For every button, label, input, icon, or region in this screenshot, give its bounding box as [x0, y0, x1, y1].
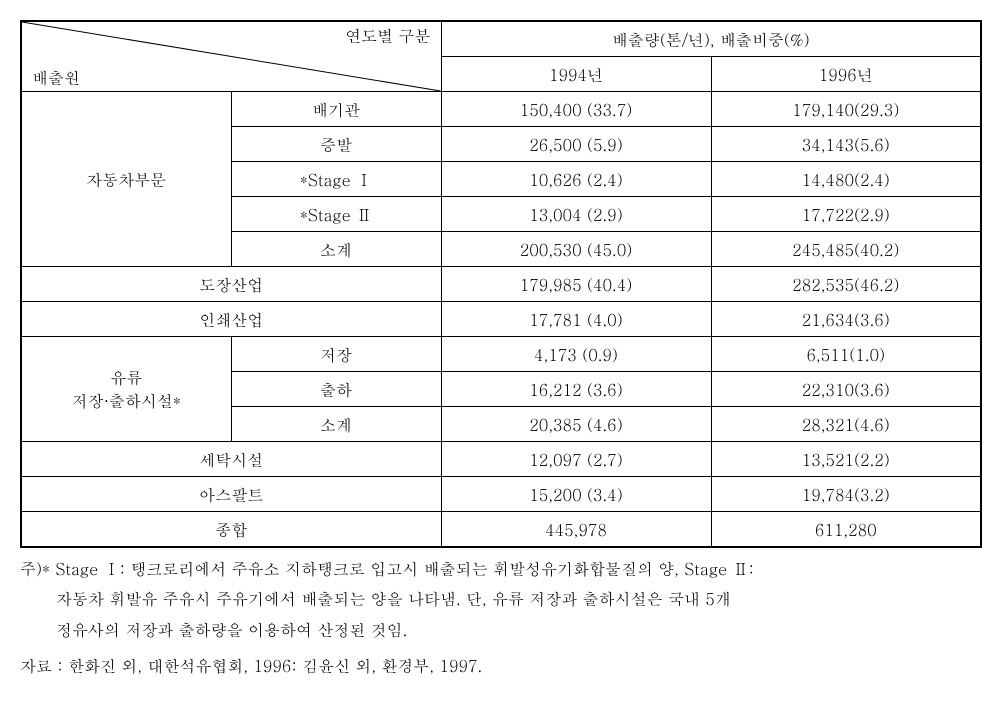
- table-row: 아스팔트 15,200 (3.4) 19,784(3.2): [21, 477, 981, 512]
- footnote-line3: 정유사의 저장과 출하량을 이용하여 산정된 것임.: [20, 615, 980, 645]
- cell-1996: 611,280: [711, 512, 981, 548]
- cell-1994: 10,626 (2.4): [441, 162, 711, 197]
- cell-1996: 282,535(46.2): [711, 267, 981, 302]
- row-label: 종합: [21, 512, 441, 548]
- footnote-block: 주)* Stage Ⅰ: 탱크로리에서 주유소 지하탱크로 입고시 배출되는 휘…: [20, 554, 980, 682]
- footnote-source: 자료 : 한화진 외, 대한석유협회, 1996: 김윤신 외, 환경부, 19…: [20, 654, 482, 677]
- footnote-line2: 자동차 휘발유 주유시 주유기에서 배출되는 양을 나타냄. 단, 유류 저장과…: [20, 584, 980, 614]
- cell-1994: 20,385 (4.6): [441, 407, 711, 442]
- row-label: 도장산업: [21, 267, 441, 302]
- cell-1994: 4,173 (0.9): [441, 337, 711, 372]
- row-label: 출하: [231, 372, 441, 407]
- cell-1994: 179,985 (40.4): [441, 267, 711, 302]
- cell-1996: 14,480(2.4): [711, 162, 981, 197]
- group-label-oil: 유류 저장·출하시설*: [21, 337, 231, 442]
- cell-1996: 21,634(3.6): [711, 302, 981, 337]
- header-year-label: 연도별 구분: [345, 24, 430, 47]
- header-diagonal-cell: 연도별 구분 배출원: [21, 21, 441, 92]
- table-row: 종합 445,978 611,280: [21, 512, 981, 548]
- cell-1994: 17,781 (4.0): [441, 302, 711, 337]
- header-1994: 1994년: [441, 57, 711, 92]
- cell-1994: 445,978: [441, 512, 711, 548]
- cell-1996: 245,485(40.2): [711, 232, 981, 267]
- header-1996: 1996년: [711, 57, 981, 92]
- table-row: 유류 저장·출하시설* 저장 4,173 (0.9) 6,511(1.0): [21, 337, 981, 372]
- row-label: 소계: [231, 232, 441, 267]
- header-emissions-group: 배출량(톤/년), 배출비중(%): [441, 21, 981, 57]
- row-label: 증발: [231, 127, 441, 162]
- cell-1996: 28,321(4.6): [711, 407, 981, 442]
- table-row: 인쇄산업 17,781 (4.0) 21,634(3.6): [21, 302, 981, 337]
- cell-1994: 26,500 (5.9): [441, 127, 711, 162]
- row-label: 아스팔트: [21, 477, 441, 512]
- cell-1996: 22,310(3.6): [711, 372, 981, 407]
- emissions-table: 연도별 구분 배출원 배출량(톤/년), 배출비중(%) 1994년 1996년…: [20, 20, 982, 548]
- cell-1994: 13,004 (2.9): [441, 197, 711, 232]
- oil-label-line1: 유류: [110, 366, 142, 389]
- cell-1996: 17,722(2.9): [711, 197, 981, 232]
- cell-1996: 6,511(1.0): [711, 337, 981, 372]
- cell-1994: 150,400 (33.7): [441, 92, 711, 127]
- row-label: 저장: [231, 337, 441, 372]
- oil-label-line2: 저장·출하시설*: [72, 389, 181, 412]
- cell-1994: 15,200 (3.4): [441, 477, 711, 512]
- header-source-label: 배출원: [32, 66, 80, 89]
- row-label: 인쇄산업: [21, 302, 441, 337]
- cell-1994: 12,097 (2.7): [441, 442, 711, 477]
- cell-1996: 179,140(29.3): [711, 92, 981, 127]
- row-label: 세탁시설: [21, 442, 441, 477]
- table-row: 자동차부문 배기관 150,400 (33.7) 179,140(29.3): [21, 92, 981, 127]
- cell-1996: 34,143(5.6): [711, 127, 981, 162]
- table-row: 세탁시설 12,097 (2.7) 13,521(2.2): [21, 442, 981, 477]
- cell-1996: 13,521(2.2): [711, 442, 981, 477]
- cell-1994: 16,212 (3.6): [441, 372, 711, 407]
- group-label-auto: 자동차부문: [21, 92, 231, 267]
- cell-1996: 19,784(3.2): [711, 477, 981, 512]
- row-label: 배기관: [231, 92, 441, 127]
- row-label: *Stage Ⅱ: [231, 197, 441, 232]
- row-label: 소계: [231, 407, 441, 442]
- cell-1994: 200,530 (45.0): [441, 232, 711, 267]
- row-label: *Stage Ⅰ: [231, 162, 441, 197]
- table-row: 도장산업 179,985 (40.4) 282,535(46.2): [21, 267, 981, 302]
- footnote-line1: 주)* Stage Ⅰ: 탱크로리에서 주유소 지하탱크로 입고시 배출되는 휘…: [20, 557, 754, 580]
